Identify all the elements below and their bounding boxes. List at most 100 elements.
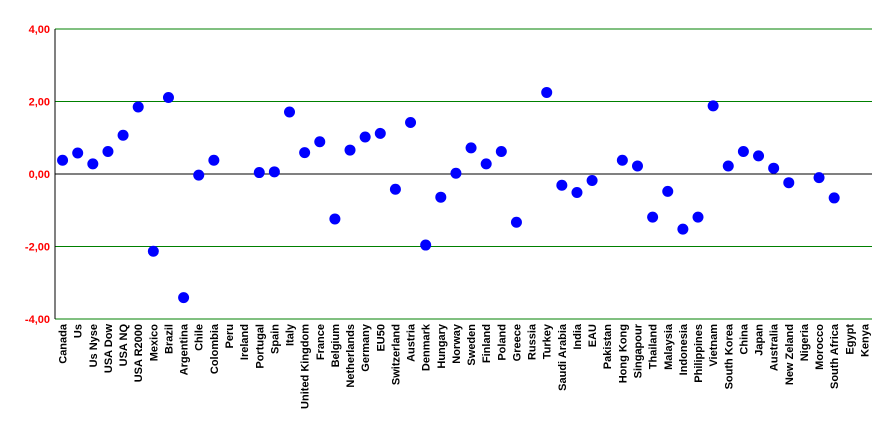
x-tick-label: Sweden (466, 324, 478, 366)
data-points (57, 86, 840, 304)
x-tick-label: Portugal (254, 324, 266, 369)
data-point (193, 169, 205, 181)
x-tick-label: Egypt (844, 324, 856, 355)
x-tick-label: South Korea (723, 323, 735, 389)
data-point (753, 150, 765, 162)
x-tick-label: EAU (587, 324, 599, 347)
data-point (253, 167, 265, 179)
data-point (722, 160, 734, 172)
x-tick-label: Chile (194, 324, 206, 351)
x-tick-label: United Kingdom (300, 324, 312, 409)
data-point (783, 177, 795, 189)
data-point (374, 127, 386, 139)
x-tick-label: Turkey (542, 323, 554, 359)
x-tick-label: New Zeland (784, 324, 796, 385)
y-tick-label: 0,00 (29, 169, 50, 181)
data-point (707, 100, 719, 112)
data-point (465, 142, 477, 154)
data-point (435, 191, 447, 203)
data-point (541, 86, 553, 98)
y-tick-label: -2,00 (25, 242, 50, 254)
x-tick-label: Singapour (632, 323, 644, 378)
x-tick-label: Kenya (859, 323, 871, 357)
data-point (117, 129, 129, 141)
data-point (813, 172, 825, 184)
data-point (510, 216, 522, 228)
x-tick-label: Morocco (814, 324, 826, 370)
x-tick-label: Canada (58, 323, 70, 364)
data-point (132, 101, 144, 113)
data-point (450, 167, 462, 179)
x-tick-label: Russia (527, 323, 539, 360)
x-tick-label: Australia (769, 323, 781, 371)
x-tick-label: India (572, 323, 584, 350)
data-point (405, 117, 417, 129)
x-tick-label: Philippines (693, 324, 705, 383)
x-tick-label: Spain (269, 324, 281, 354)
y-tick-label: -4,00 (25, 314, 50, 326)
data-point (647, 211, 659, 223)
x-tick-label: Netherlands (345, 324, 357, 388)
data-point (102, 146, 114, 158)
y-tick-labels: 4,00 2,00 0,00 -2,00 -4,00 (25, 24, 50, 326)
data-point (631, 160, 643, 172)
data-point (72, 147, 84, 159)
data-point (268, 166, 280, 178)
data-point (208, 154, 220, 166)
x-tick-label: Ireland (239, 324, 251, 360)
data-point (677, 223, 689, 235)
data-point (768, 162, 780, 174)
x-tick-label: EU50 (375, 324, 387, 352)
x-tick-label: Belgium (330, 324, 342, 368)
x-tick-label: Peru (224, 324, 236, 348)
data-point (57, 154, 69, 166)
x-tick-label: Finland (481, 324, 493, 363)
x-tick-label: Vietnam (708, 324, 720, 367)
x-tick-labels: Canada Us Us Nyse USA Dow USA NQ USA R2000 Mex… (58, 323, 872, 409)
data-point (314, 136, 326, 148)
x-tick-label: Argentina (179, 323, 191, 375)
x-tick-label: Brazil (163, 324, 175, 354)
data-point (556, 179, 568, 191)
x-tick-label: Thailand (648, 324, 660, 369)
x-tick-label: Japan (754, 324, 766, 356)
data-point (389, 183, 401, 195)
x-tick-label: Us (73, 324, 85, 338)
x-tick-label: China (738, 323, 750, 354)
x-tick-label: Pakistan (602, 324, 614, 370)
x-tick-label: USA NQ (118, 324, 130, 367)
gridlines (55, 28, 872, 320)
x-tick-label: Colombia (209, 323, 221, 374)
x-tick-label: USA R2000 (133, 324, 145, 382)
data-point (692, 211, 704, 223)
x-tick-label: Germany (360, 323, 372, 372)
data-point (359, 131, 371, 143)
data-point (284, 106, 296, 118)
x-tick-label: Norway (451, 323, 463, 364)
data-point (329, 213, 341, 225)
data-point (586, 175, 598, 187)
data-point (571, 186, 583, 198)
data-point (737, 146, 749, 158)
x-tick-label: Indonesia (678, 323, 690, 375)
data-point (147, 245, 159, 257)
x-tick-label: Us Nyse (88, 324, 100, 367)
y-tick-label: 4,00 (29, 24, 50, 36)
x-tick-label: Malaysia (663, 323, 675, 370)
data-point (828, 192, 840, 204)
x-tick-label: South Africa (829, 323, 841, 389)
data-point (662, 185, 674, 197)
data-point (299, 147, 311, 159)
y-tick-label: 2,00 (29, 97, 50, 109)
data-point (87, 158, 99, 170)
x-tick-label: Austria (406, 323, 418, 362)
x-tick-label: Hungary (436, 323, 448, 369)
x-tick-label: Hong Kong (617, 324, 629, 383)
x-tick-label: Mexico (148, 324, 160, 362)
data-point (162, 92, 174, 104)
x-tick-label: Italy (285, 323, 297, 346)
x-tick-label: Switzerland (390, 324, 402, 385)
x-tick-label: Greece (511, 324, 523, 361)
data-point (616, 154, 628, 166)
